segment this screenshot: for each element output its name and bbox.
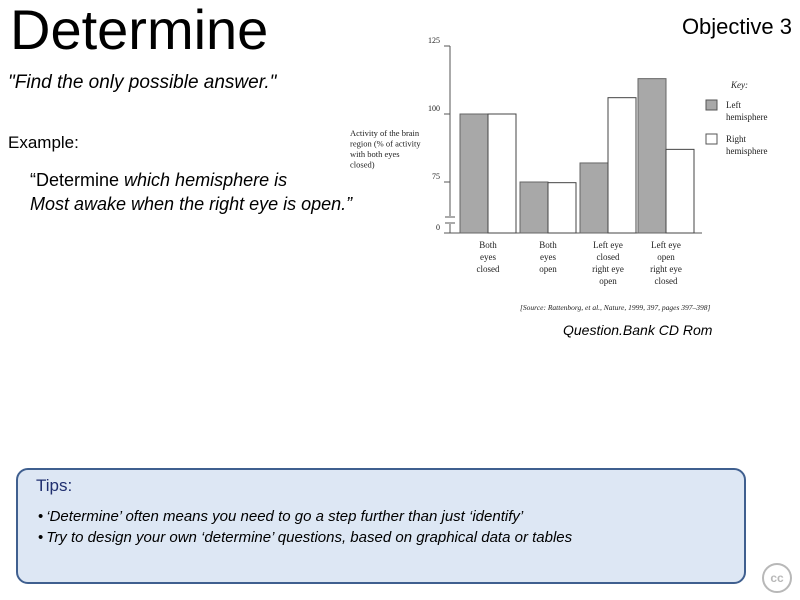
bar-left-hemisphere [579,162,609,234]
slide-title: Determine [10,0,269,61]
bar-right-hemisphere [665,148,695,234]
legend-swatch [705,99,718,111]
chart-source: [Source: Rattenborg, et al., Nature, 199… [520,303,710,312]
bar-left-hemisphere [519,181,549,234]
tips-box: Tips: ‘Determine’ often means you need t… [16,468,746,584]
legend-label: Left [726,100,741,110]
x-category-label: closed [655,276,678,286]
x-category-label: closed [597,252,620,262]
legend-label: Right [726,134,747,144]
tips-title: Tips: [36,476,73,495]
source-note: Question.Bank CD Rom [563,322,713,338]
legend-swatch [705,133,718,145]
y-tick-label: 75 [432,172,440,181]
y-axis-label: with both eyes [350,149,400,159]
example-keyword: “Determine [30,170,120,190]
tip-item: Try to design your own ‘determine’ quest… [38,527,572,548]
x-category-label: right eye [592,264,624,274]
objective-label: Objective 3 [681,14,792,39]
example-line-2: Most awake when the right eye is open.” [30,194,353,214]
example-text: “Determine which hemisphere is Most awak… [30,168,352,216]
bar-right-hemisphere [547,182,577,234]
x-category-label: closed [477,264,500,274]
y-tick-label: 100 [428,104,440,113]
x-category-label: right eye [650,264,682,274]
y-tick-label: 125 [428,36,440,45]
bar-left-hemisphere [637,78,667,234]
x-category-label: Left eye [651,240,681,250]
y-axis-label: Activity of the brain [350,128,420,138]
tip-item: ‘Determine’ often means you need to go a… [38,506,572,527]
x-category-label: open [539,264,557,274]
example-line-1: “Determine which hemisphere is [30,168,352,192]
x-category-label: Left eye [593,240,623,250]
y-axis-label: closed) [350,160,375,170]
example-label: Example: [8,133,79,152]
subtitle: "Find the only possible answer." [8,72,277,93]
legend-title: Key: [730,80,748,90]
example-line-1-rest: which hemisphere is [119,170,288,190]
cc-icon: cc [762,563,792,593]
x-category-label: open [657,252,675,262]
x-category-label: Both [539,240,557,250]
y-axis-label: region (% of activity [350,139,421,149]
bar-left-hemisphere [459,113,489,234]
legend-label: hemisphere [726,112,767,122]
x-category-label: eyes [480,252,496,262]
x-category-label: Both [479,240,497,250]
bar-right-hemisphere [607,97,637,234]
x-category-label: open [599,276,617,286]
tips-list: ‘Determine’ often means you need to go a… [38,506,572,548]
x-category-label: eyes [540,252,556,262]
legend-label: hemisphere [726,146,767,156]
y-tick-label: 0 [436,223,440,232]
bar-chart: 0 75 100 125 Activity of the brain region (% … [340,36,800,326]
bar-right-hemisphere [487,113,517,234]
